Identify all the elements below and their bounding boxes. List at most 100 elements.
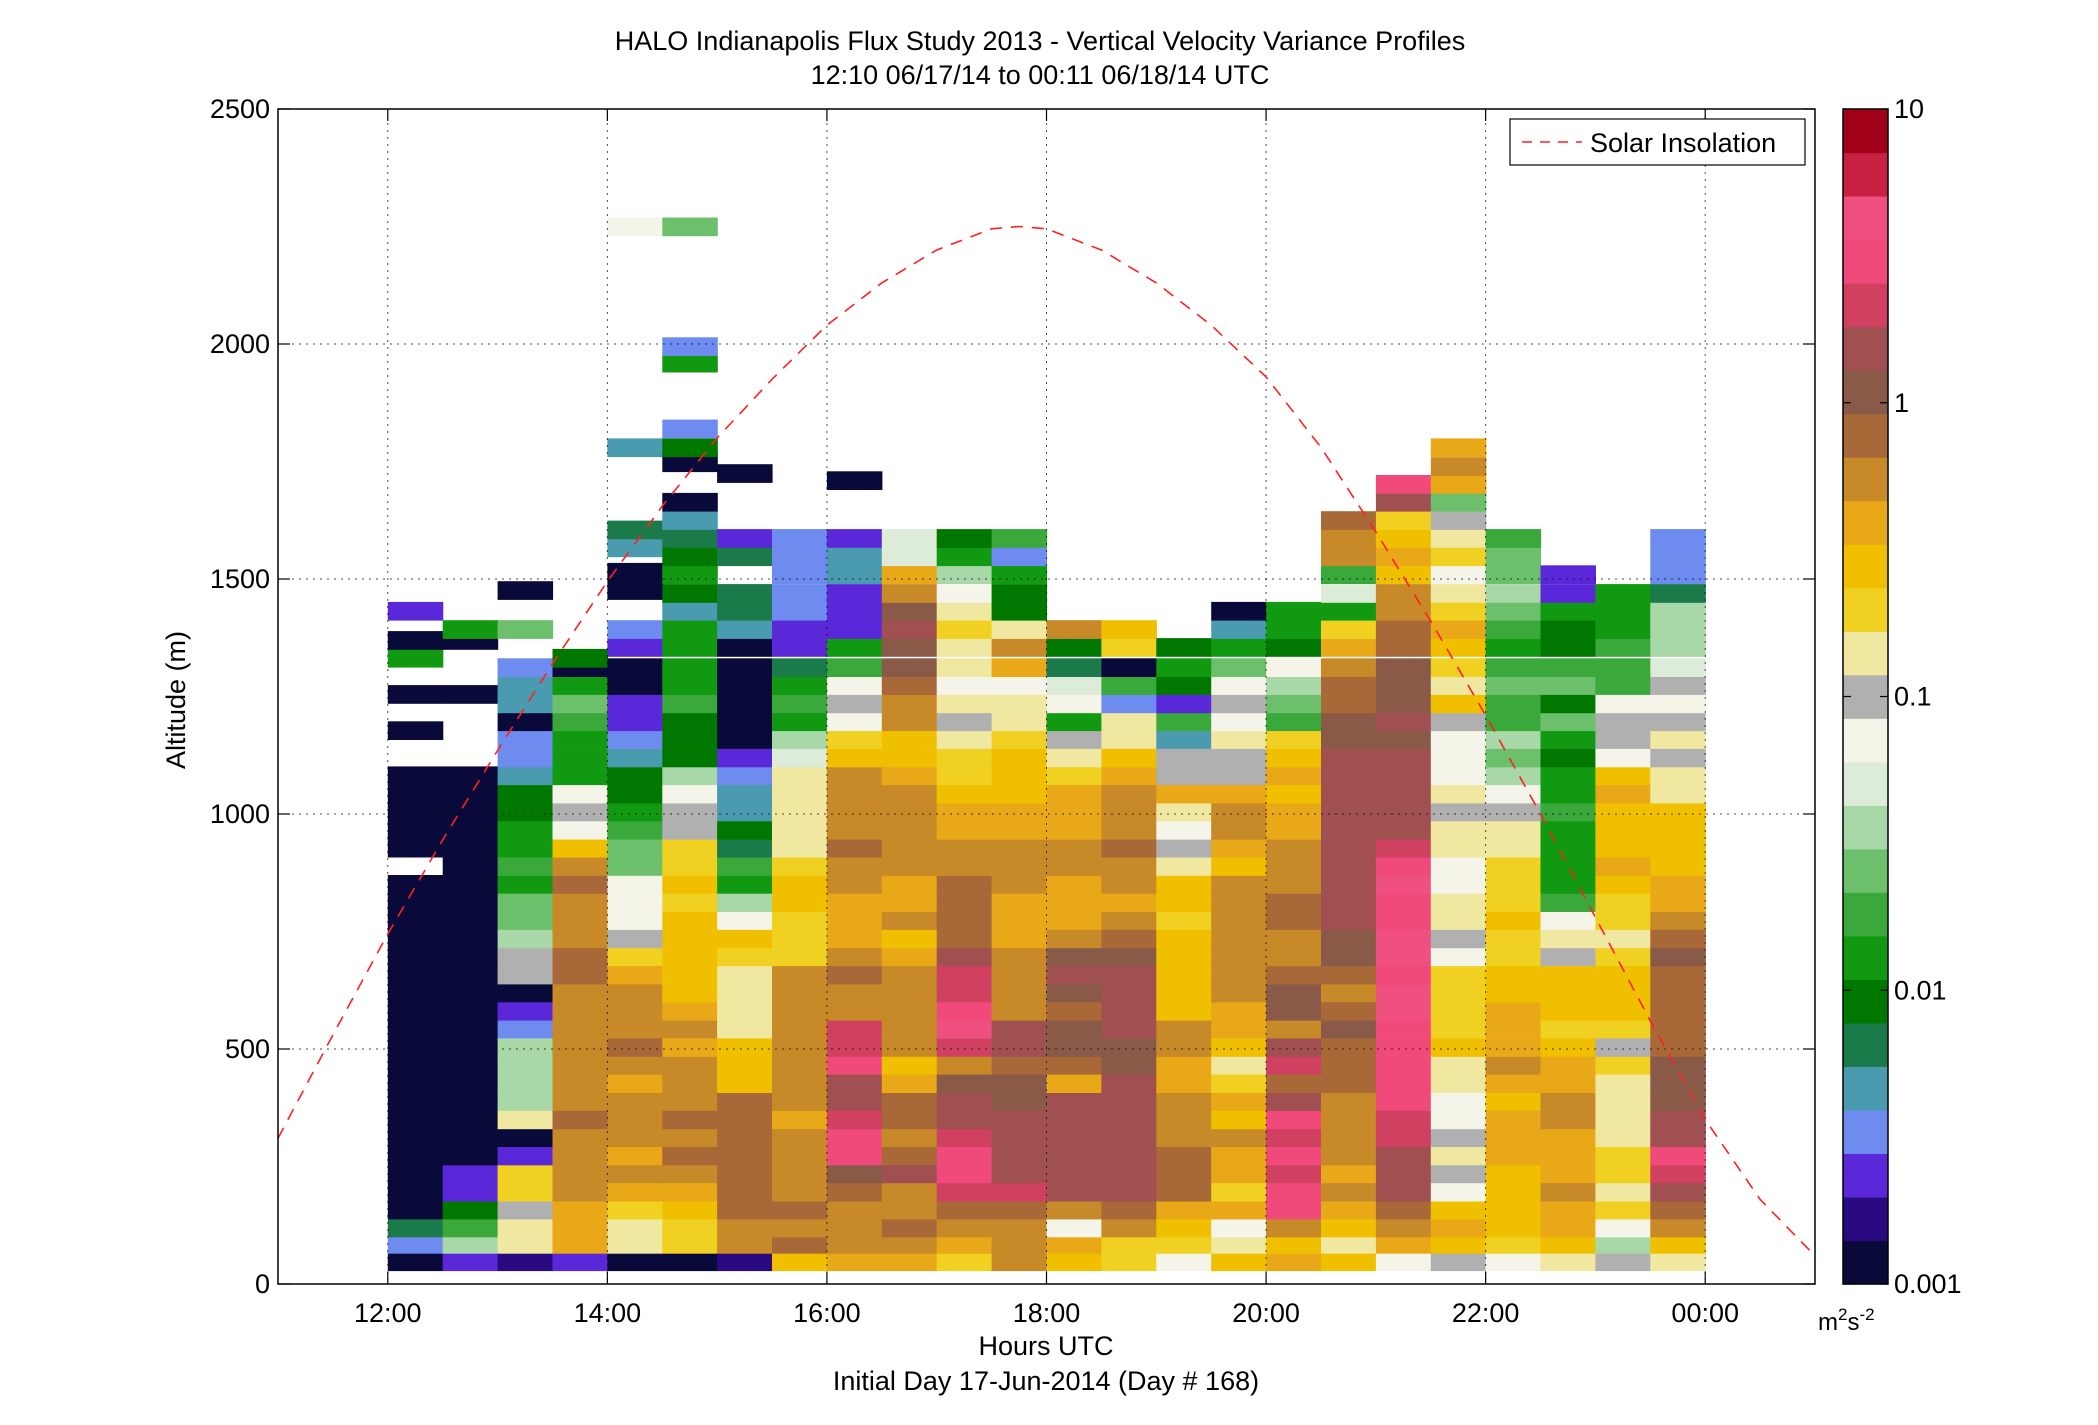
x-tick-label: 20:00 [1232, 1298, 1300, 1328]
heatmap-cell [936, 601, 993, 621]
heatmap-cell [936, 838, 993, 858]
heatmap-cell [1540, 712, 1596, 732]
heatmap-cell [1430, 712, 1487, 732]
heatmap-cell [826, 893, 883, 912]
heatmap-cell [991, 694, 1048, 714]
heatmap-cell [1321, 911, 1377, 930]
heatmap-cell [936, 620, 993, 639]
heatmap-cell [607, 520, 663, 540]
heatmap-cell [881, 983, 938, 1003]
heatmap-cell [1321, 929, 1377, 949]
heatmap-cell [1156, 875, 1212, 894]
heatmap-cell [826, 947, 883, 967]
heatmap-cell [936, 1001, 993, 1021]
heatmap-cell [1101, 1110, 1157, 1130]
heatmap-cell [607, 1055, 663, 1075]
colorbar-band [1843, 631, 1888, 676]
heatmap-cell [442, 911, 499, 930]
heatmap-cell [1211, 748, 1267, 768]
heatmap-cell [1540, 730, 1596, 749]
heatmap-cell [1156, 638, 1212, 657]
heatmap-cell [936, 1164, 993, 1184]
heatmap-cell [1156, 983, 1212, 1003]
heatmap-cell [1266, 838, 1322, 858]
heatmap-cell [1430, 875, 1487, 894]
heatmap-cell [552, 1182, 608, 1202]
heatmap-cell [1430, 529, 1487, 548]
heatmap-cell [772, 947, 828, 967]
colorbar-band [1843, 718, 1888, 763]
heatmap-cell [552, 784, 608, 804]
heatmap-cell [772, 838, 828, 858]
heatmap-cell [552, 648, 608, 668]
heatmap-cell [1595, 1128, 1651, 1147]
heatmap-cell [717, 983, 773, 1003]
heatmap-cell [1046, 638, 1102, 657]
heatmap-cell [442, 929, 499, 949]
heatmap-cell [442, 620, 499, 639]
heatmap-cell [1156, 1092, 1212, 1111]
heatmap-cell [387, 1235, 444, 1254]
heatmap-cell [1485, 584, 1542, 603]
heatmap-cell [662, 337, 718, 356]
heatmap-cell [497, 802, 554, 822]
heatmap-cell [1485, 620, 1542, 639]
heatmap-cell [1266, 638, 1322, 657]
heatmap-cell [1485, 1128, 1542, 1147]
heatmap-cell [1211, 838, 1267, 858]
heatmap-cell [1101, 1252, 1157, 1272]
heatmap-cell [607, 911, 663, 930]
heatmap-cell [1321, 676, 1377, 695]
heatmap-cell [1211, 802, 1267, 822]
heatmap-cell [881, 1038, 938, 1057]
heatmap-cell [717, 1146, 773, 1166]
heatmap-cell [826, 584, 883, 603]
heatmap-cell [1101, 1055, 1157, 1075]
heatmap-cell [1430, 1074, 1487, 1093]
heatmap-cell [662, 748, 718, 768]
heatmap-cell [1266, 601, 1322, 621]
heatmap-cell [1375, 1146, 1432, 1166]
heatmap-cell [1430, 911, 1487, 930]
x-tick-label: 22:00 [1452, 1298, 1520, 1328]
heatmap-cell [1485, 929, 1542, 949]
heatmap-cell [1046, 983, 1102, 1003]
heatmap-cell [387, 911, 444, 930]
heatmap-cell [1650, 802, 1706, 822]
heatmap-cell [881, 565, 938, 584]
heatmap-cell [1375, 1252, 1432, 1272]
heatmap-cell [772, 766, 828, 786]
heatmap-cell [936, 1092, 993, 1111]
y-tick-label: 1000 [210, 799, 270, 829]
colorbar-band [1843, 805, 1888, 850]
heatmap-cell [387, 947, 444, 967]
heatmap-cell [387, 1019, 444, 1039]
heatmap-cell [1156, 893, 1212, 912]
heatmap-cell [717, 658, 773, 677]
heatmap-cell [772, 529, 828, 548]
heatmap-cell [552, 1128, 608, 1147]
heatmap-cell [497, 676, 554, 695]
heatmap-cell [1211, 694, 1267, 714]
heatmap-cell [1211, 1146, 1267, 1166]
heatmap-cell [1046, 730, 1102, 749]
heatmap-cell [662, 1252, 718, 1272]
heatmap-cell [1321, 730, 1377, 749]
heatmap-cell [991, 676, 1048, 695]
heatmap-cell [936, 1218, 993, 1238]
heatmap-cell [1266, 983, 1322, 1003]
heatmap-cell [1430, 802, 1487, 822]
heatmap-cell [387, 820, 444, 840]
heatmap-cell [662, 983, 718, 1003]
heatmap-cell [1321, 1038, 1377, 1057]
heatmap-cell [1375, 638, 1432, 657]
heatmap-cell [1650, 565, 1706, 584]
heatmap-cell [717, 464, 773, 483]
heatmap-cell [607, 1218, 663, 1238]
heatmap-cell [1540, 1128, 1596, 1147]
heatmap-cell [1321, 965, 1377, 985]
colorbar-band [1843, 1240, 1888, 1285]
heatmap-cell [1211, 601, 1267, 621]
heatmap-cell [772, 802, 828, 822]
heatmap-cell [387, 1182, 444, 1202]
